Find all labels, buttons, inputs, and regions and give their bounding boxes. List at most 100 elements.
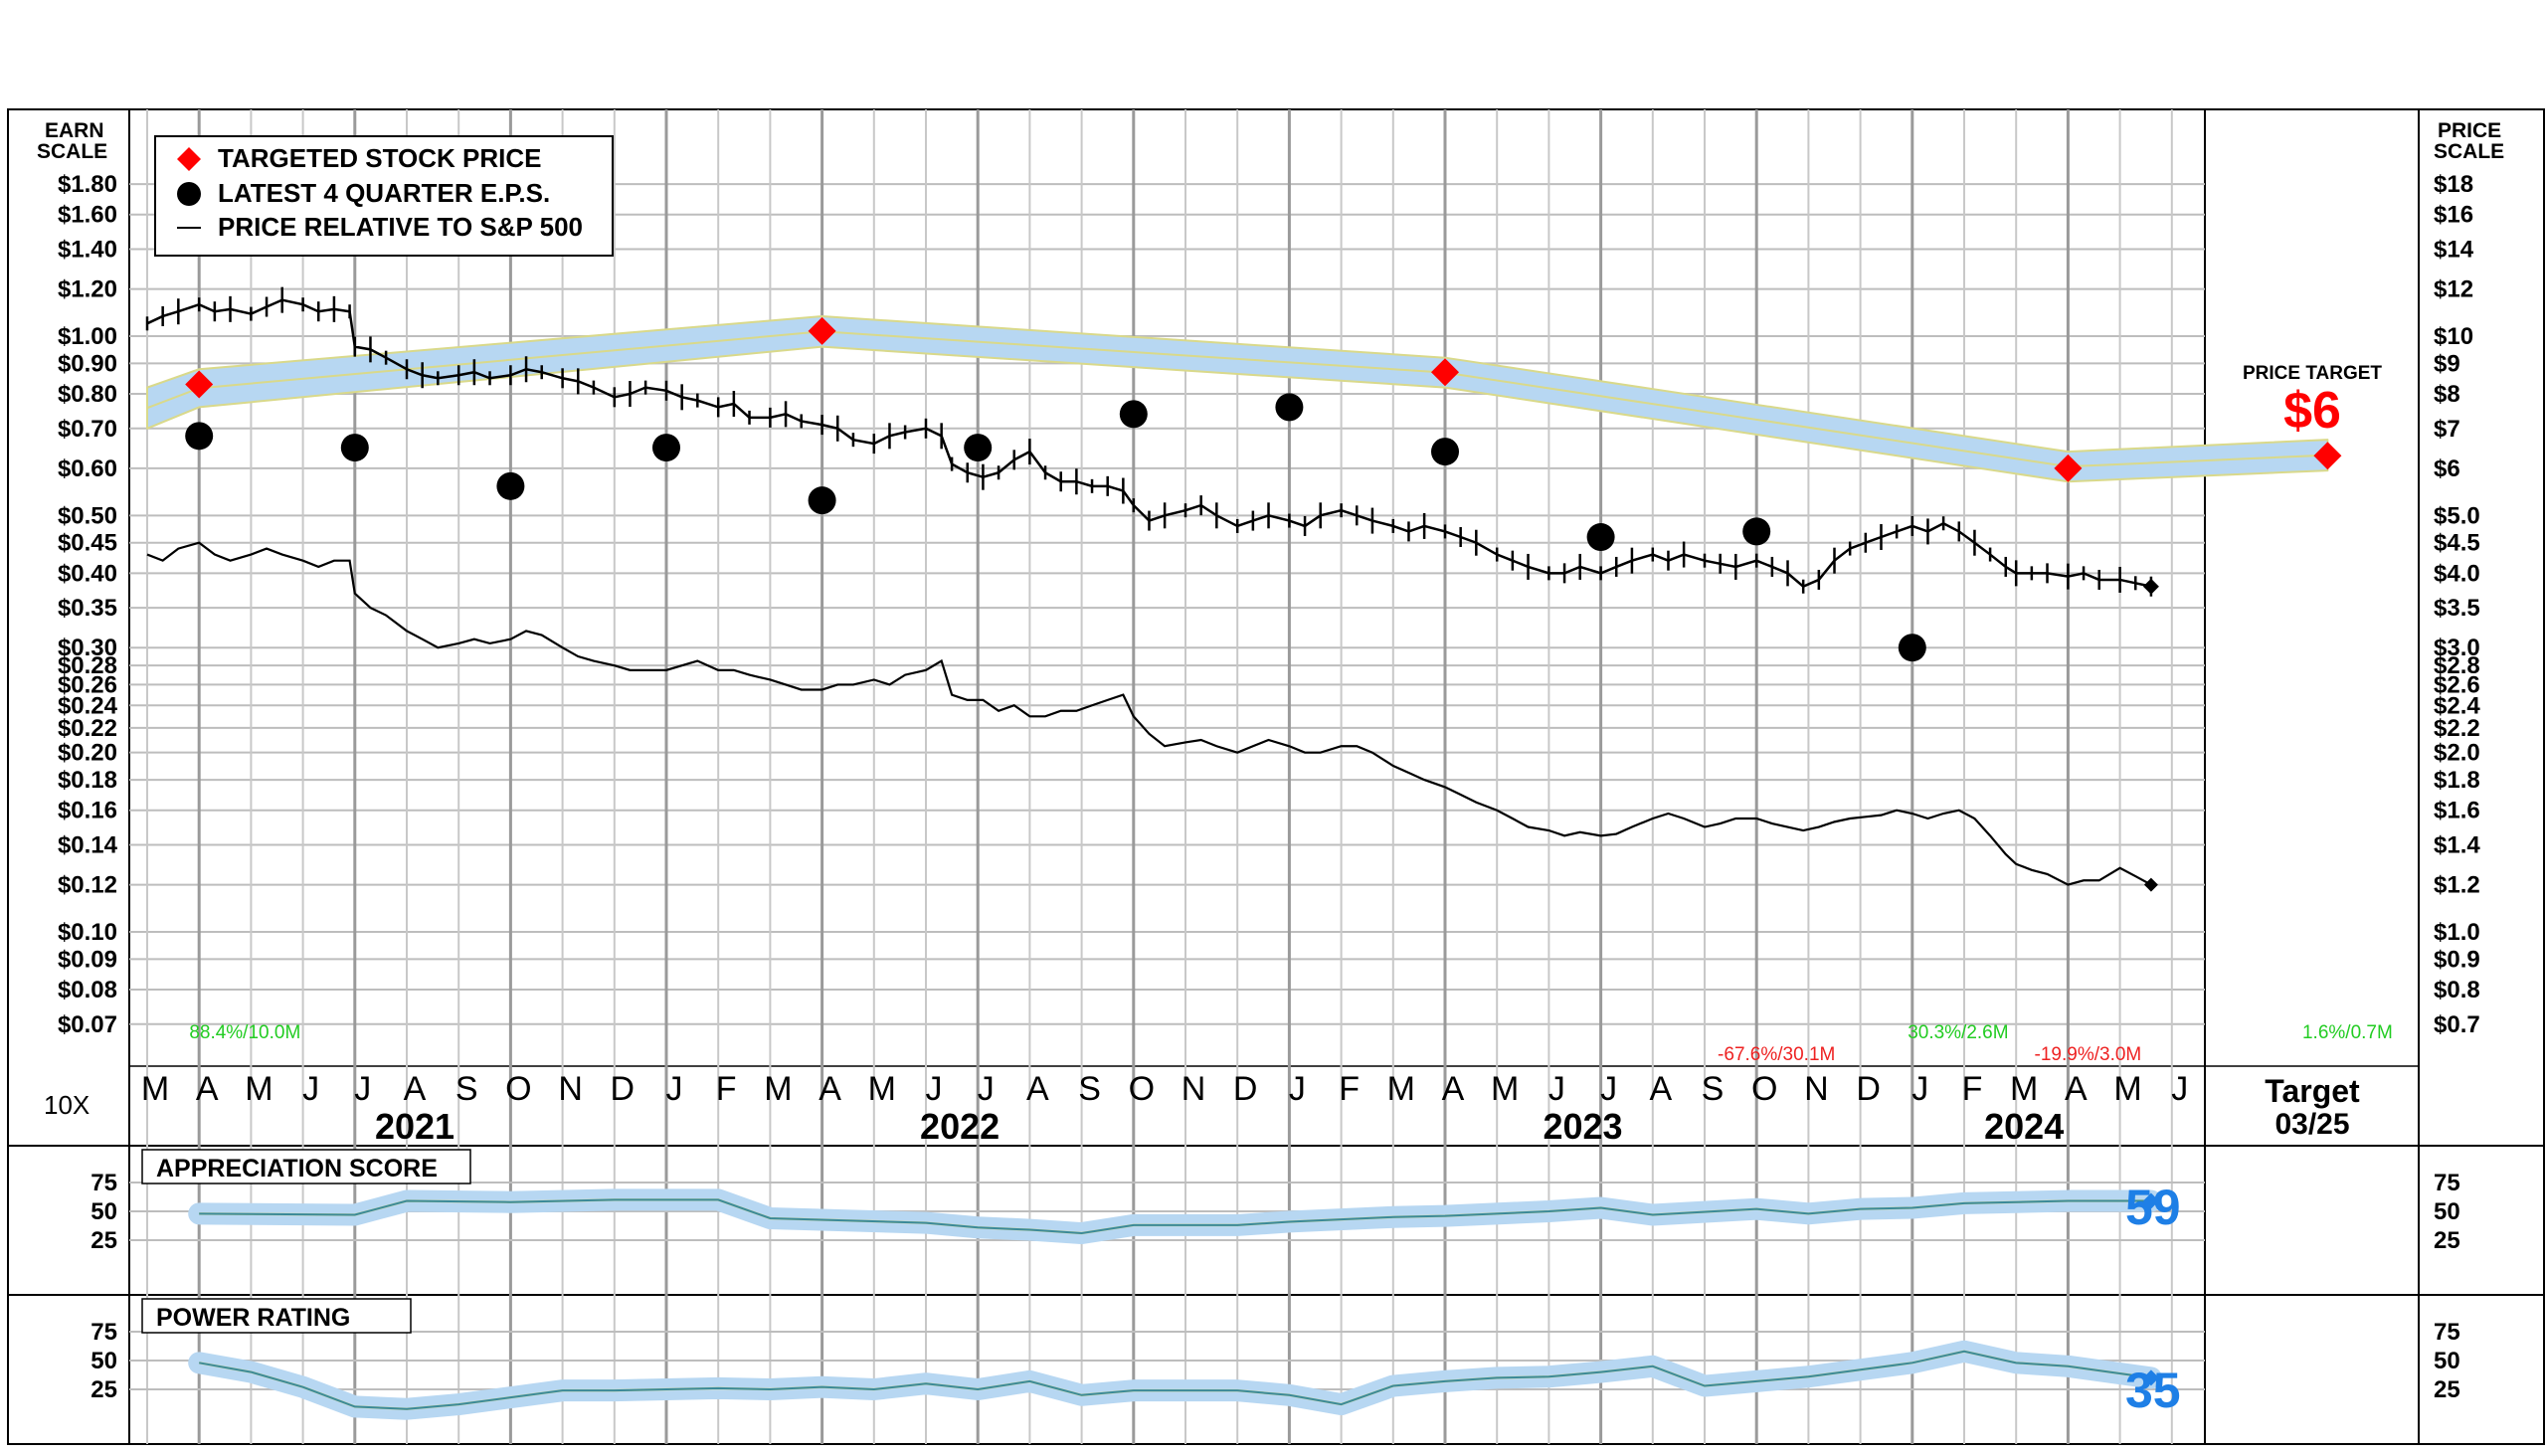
earn-tick: $0.14 <box>58 831 118 858</box>
target-diamonds <box>185 316 2342 482</box>
price-tick: $9 <box>2434 350 2460 377</box>
price-end-marker <box>2142 578 2159 595</box>
price-line <box>146 298 2152 589</box>
price-tick: $10 <box>2434 323 2473 350</box>
price-tick: $16 <box>2434 202 2473 229</box>
score-tick: 75 <box>91 1170 117 1196</box>
month-label: O <box>1751 1070 1777 1108</box>
price-scale-ticks: $18 $16 $14 $12 $10$9 $8 $7 $6 $5.0$4.5 $4.0 $3.5 $… <box>2434 171 2480 1038</box>
month-label: J <box>1911 1070 1928 1108</box>
earn-tick: $0.45 <box>58 530 117 557</box>
month-label: A <box>404 1070 427 1108</box>
price-tick: $3.0 <box>2434 635 2480 661</box>
earn-tick: $0.18 <box>58 767 117 794</box>
eps-dot <box>1586 523 1615 552</box>
month-label: M <box>245 1070 273 1108</box>
month-label: F <box>1339 1070 1360 1108</box>
month-label: J <box>926 1070 943 1108</box>
earn-tick: $0.40 <box>58 560 117 587</box>
legend-label: TARGETED STOCK PRICE <box>218 143 542 173</box>
earn-tick: $0.30 <box>58 635 117 661</box>
month-label: F <box>1962 1070 1983 1108</box>
month-label: M <box>141 1070 169 1108</box>
price-tick: $3.5 <box>2434 595 2480 622</box>
month-label: M <box>764 1070 792 1108</box>
power-rating-current: 35 <box>2125 1363 2181 1418</box>
red-diamond-icon <box>177 147 201 171</box>
eps-dot <box>1742 517 1771 546</box>
target-date: 03/25 <box>2274 1108 2349 1141</box>
price-tick: $6 <box>2434 455 2460 482</box>
earn-tick: $0.16 <box>58 798 117 824</box>
score-tick: 50 <box>91 1348 117 1374</box>
price-tick: $5.0 <box>2434 502 2480 529</box>
price-tick: $2.0 <box>2434 740 2480 767</box>
earn-tick: $0.07 <box>58 1011 117 1038</box>
volume-annotations: 88.4%/10.0M 30.3%/2.6M 1.6%/0.7M -67.6%/30.… <box>189 1022 2392 1065</box>
multiplier-label: 10X <box>44 1090 90 1120</box>
score-end-marker <box>2142 1192 2159 1209</box>
month-label: A <box>1649 1070 1672 1108</box>
score-tick: 25 <box>2434 1227 2460 1254</box>
weekly-price-bars <box>145 286 2159 597</box>
legend: TARGETED STOCK PRICE LATEST 4 QUARTER E.… <box>154 135 614 257</box>
earn-tick: $0.70 <box>58 416 117 443</box>
earn-tick: $0.09 <box>58 946 117 973</box>
relative-sp500-line <box>146 541 2158 892</box>
price-tick: $1.8 <box>2434 767 2480 794</box>
earn-tick: $1.60 <box>58 202 117 229</box>
target-diamond <box>2054 454 2083 482</box>
earn-tick: $0.28 <box>58 652 117 679</box>
eps-dot <box>1898 634 1926 662</box>
month-label: N <box>558 1070 583 1108</box>
earn-tick: $0.24 <box>58 692 118 719</box>
year-labels: 2021 2022 2023 2024 <box>375 1106 2064 1147</box>
month-label: O <box>1129 1070 1155 1108</box>
band-area <box>146 314 2329 483</box>
relative-end-marker <box>2143 877 2158 892</box>
earn-scale-label-2: SCALE <box>37 140 107 163</box>
price-tick: $18 <box>2434 171 2473 198</box>
year-label: 2024 <box>1984 1106 2064 1147</box>
power-rating-title: POWER RATING <box>156 1304 350 1332</box>
month-label: N <box>1182 1070 1206 1108</box>
eps-dot <box>340 434 369 462</box>
price-tick: $0.7 <box>2434 1011 2480 1038</box>
month-label: J <box>1600 1070 1617 1108</box>
volume-annotation: 1.6%/0.7M <box>2302 1022 2393 1043</box>
legend-label: LATEST 4 QUARTER E.P.S. <box>218 178 550 208</box>
price-tick: $1.2 <box>2434 872 2480 899</box>
price-target-value: $6 <box>2283 382 2341 440</box>
score-tick: 75 <box>2434 1170 2460 1196</box>
earn-tick: $0.80 <box>58 381 117 408</box>
appreciation-score-title: APPRECIATION SCORE <box>156 1155 438 1183</box>
price-tick: $2.6 <box>2434 671 2480 698</box>
volume-annotation: -19.9%/3.0M <box>2035 1044 2142 1065</box>
earn-tick: $1.00 <box>58 323 117 350</box>
month-label: A <box>818 1070 841 1108</box>
price-tick: $12 <box>2434 276 2473 303</box>
eps-dot <box>496 471 525 500</box>
month-label: A <box>2065 1070 2088 1108</box>
score-line <box>199 1198 2151 1235</box>
score-tick: 25 <box>2434 1376 2460 1403</box>
month-label: A <box>1026 1070 1049 1108</box>
month-label: D <box>611 1070 636 1108</box>
earn-scale-label-1: EARN <box>45 119 104 142</box>
month-label: S <box>455 1070 478 1108</box>
earn-tick: $0.22 <box>58 715 117 742</box>
month-label: O <box>505 1070 531 1108</box>
target-diamond <box>808 316 836 345</box>
month-label: A <box>1442 1070 1465 1108</box>
relative-line <box>146 541 2152 886</box>
price-scale-label-2: SCALE <box>2434 140 2504 163</box>
price-tick: $1.0 <box>2434 919 2480 946</box>
price-tick: $7 <box>2434 416 2460 443</box>
legend-label: PRICE RELATIVE TO S&P 500 <box>218 212 583 242</box>
target-diamond <box>1431 358 1459 387</box>
volume-annotation: -67.6%/30.1M <box>1718 1044 1835 1065</box>
power-frame <box>7 1294 2545 1445</box>
earn-tick: $0.90 <box>58 350 117 377</box>
